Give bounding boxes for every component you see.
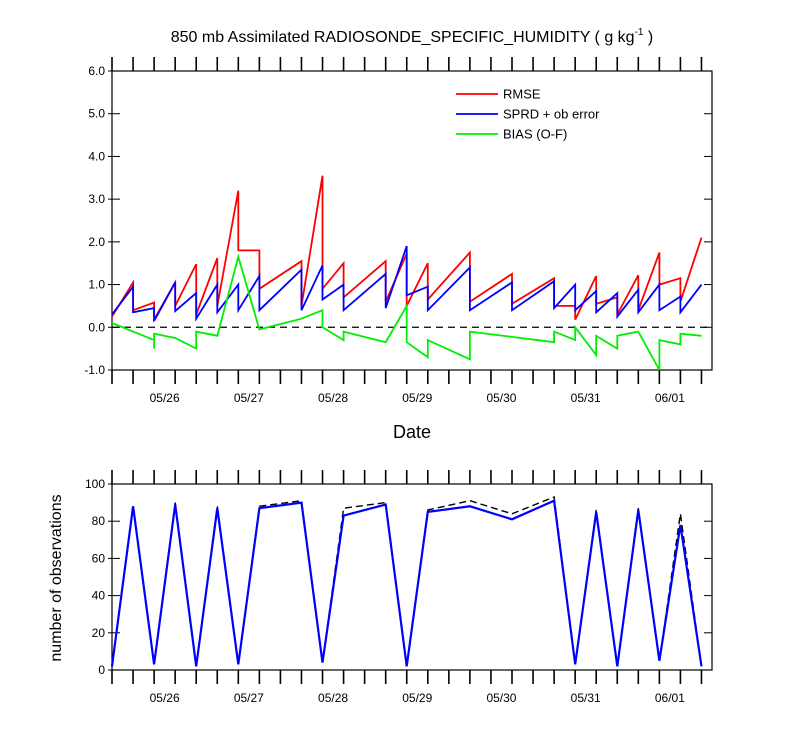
y-tick-label: 20 <box>92 626 106 640</box>
series-line-bias-o-f <box>111 253 702 371</box>
bottom-chart-ylabel: number of observations <box>48 494 65 661</box>
plot-frame <box>111 70 713 371</box>
y-tick-label: 5.0 <box>88 107 105 121</box>
top-chart-legend: RMSE SPRD + ob error BIAS (O-F) <box>456 87 600 142</box>
top-chart-series <box>111 175 703 371</box>
x-tick-label: 05/28 <box>318 691 348 705</box>
top-chart-xlabel: Date <box>393 422 431 442</box>
x-tick-label: 05/30 <box>486 691 516 705</box>
x-tick-label: 06/01 <box>655 391 685 405</box>
y-tick-label: 4.0 <box>88 149 105 163</box>
x-tick-label: 05/26 <box>150 391 180 405</box>
y-tick-label: 80 <box>92 514 106 528</box>
legend-label: SPRD + ob error <box>503 107 600 122</box>
bottom-chart-series <box>110 496 703 667</box>
top-chart: 850 mb Assimilated RADIOSONDE_SPECIFIC_H… <box>84 27 713 442</box>
y-tick-label: 1.0 <box>88 278 105 292</box>
y-tick-label: 100 <box>85 477 105 491</box>
bottom-chart: 0 20 40 60 80 100 05/26 05/27 05/28 05/29 05/30 05/… <box>48 470 713 705</box>
y-tick-label: 6.0 <box>88 64 105 78</box>
series-line-assimilated <box>110 499 703 667</box>
x-tick-label: 05/31 <box>571 391 601 405</box>
y-tick-label: 0 <box>98 663 105 677</box>
x-tick-label: 05/31 <box>571 691 601 705</box>
y-tick-label: 2.0 <box>88 235 105 249</box>
y-tick-label: 3.0 <box>88 192 105 206</box>
x-tick-label: 06/01 <box>655 691 685 705</box>
plot-frame <box>111 483 713 671</box>
x-tick-label: 05/28 <box>318 391 348 405</box>
x-tick-label: 05/29 <box>402 691 432 705</box>
x-tick-label: 05/27 <box>234 691 264 705</box>
bottom-chart-axes: 0 20 40 60 80 100 05/26 05/27 05/28 05/29 05/30 05/… <box>85 470 713 705</box>
series-line-sprd-ob-error <box>111 245 703 322</box>
x-tick-label: 05/29 <box>402 391 432 405</box>
legend-label: RMSE <box>503 87 541 102</box>
x-tick-label: 05/30 <box>486 391 516 405</box>
top-chart-axes: -1.0 0.0 1.0 2.0 3.0 4.0 5.0 6.0 05/26 05/27 05/28… <box>84 57 713 405</box>
x-tick-label: 05/26 <box>150 691 180 705</box>
y-tick-label: 60 <box>92 551 106 565</box>
y-tick-label: 40 <box>92 589 106 603</box>
y-tick-label: 0.0 <box>88 320 105 334</box>
top-chart-title: 850 mb Assimilated RADIOSONDE_SPECIFIC_H… <box>171 27 654 46</box>
x-tick-label: 05/27 <box>234 391 264 405</box>
legend-label: BIAS (O-F) <box>503 127 567 142</box>
y-tick-label: -1.0 <box>84 363 105 377</box>
